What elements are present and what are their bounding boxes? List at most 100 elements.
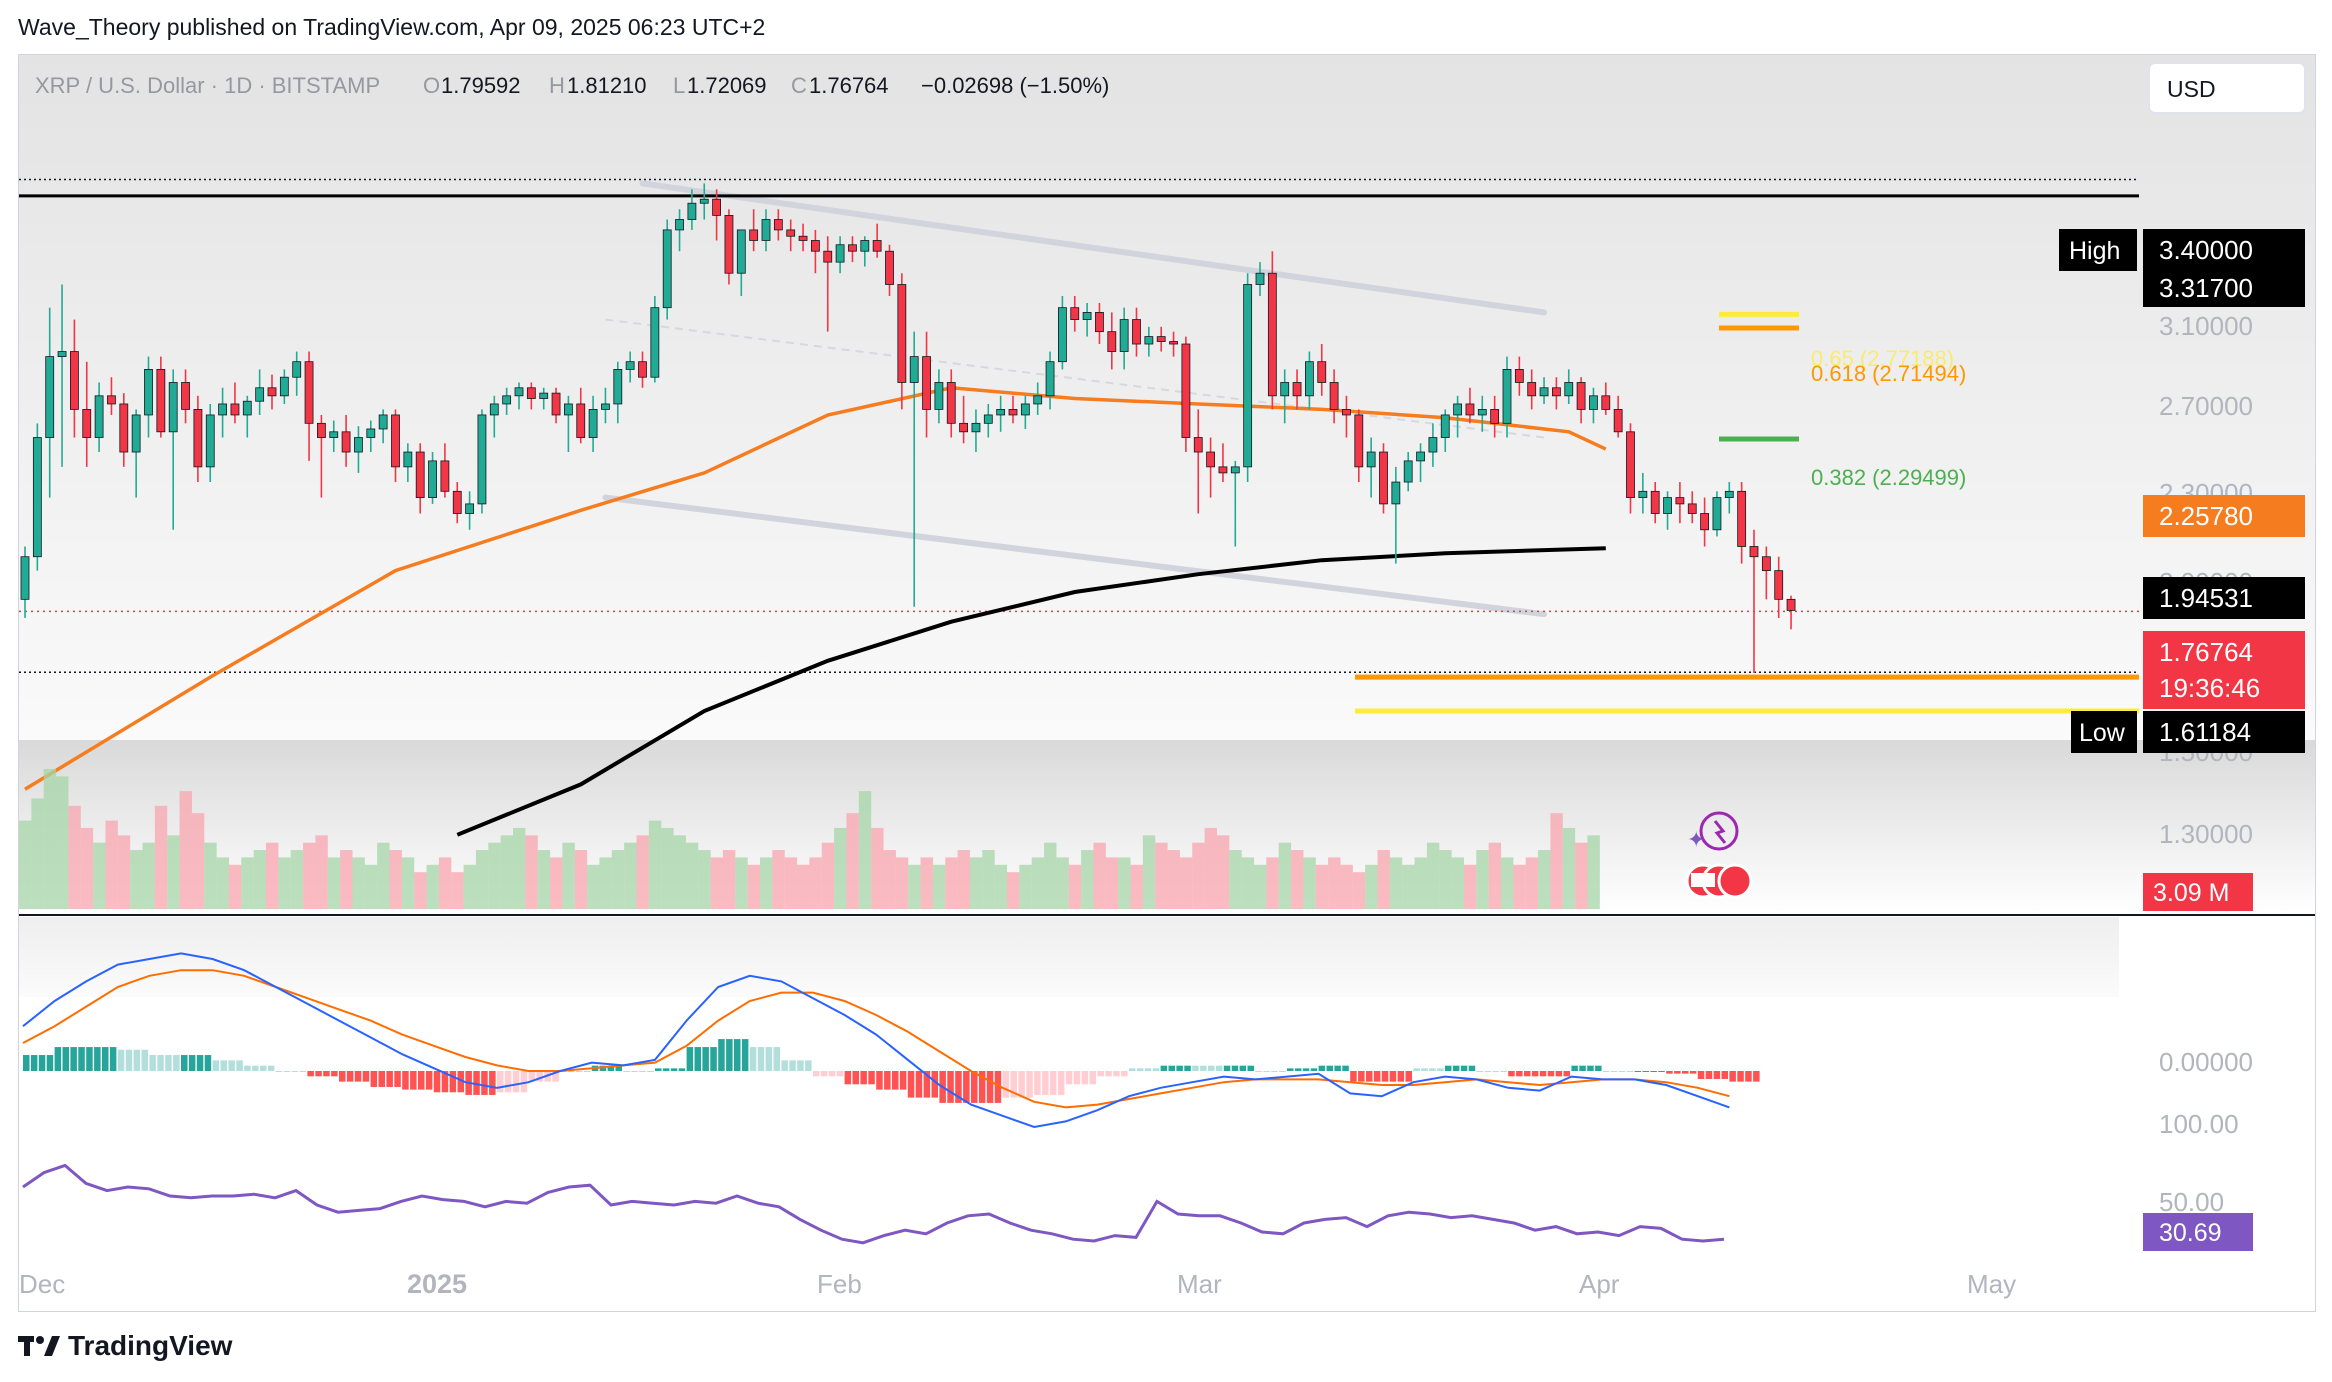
macd-histogram-bar — [70, 1047, 77, 1071]
macd-histogram-bar — [1042, 1071, 1049, 1095]
volume-bar-down — [154, 805, 168, 909]
candle-body — [1477, 409, 1487, 416]
macd-histogram-bar — [852, 1071, 859, 1085]
macd-histogram-bar — [1334, 1065, 1341, 1071]
macd-histogram-bar — [165, 1055, 172, 1071]
candle-body — [872, 240, 882, 252]
candle-body — [1255, 272, 1265, 285]
macd-histogram-bar — [1381, 1071, 1389, 1082]
macd-histogram-bar — [1484, 1071, 1491, 1072]
macd-histogram-bar — [46, 1055, 54, 1071]
volume-bar-down — [1093, 842, 1106, 909]
macd-histogram-bar — [789, 1060, 796, 1071]
macd-histogram-bar — [1192, 1065, 1199, 1071]
candle-body — [279, 376, 289, 397]
chart-svg[interactable]: XRP / U.S. Dollar · 1D · BITSTAMP O 1.79… — [19, 55, 2315, 1311]
last-price-bg — [2143, 631, 2305, 709]
candle-body — [736, 229, 746, 274]
macd-histogram-bar — [1389, 1071, 1397, 1082]
volume-bar-down — [809, 857, 822, 909]
volume-bar-down — [920, 857, 933, 909]
macd-histogram-bar — [1729, 1071, 1736, 1082]
candle-body — [94, 395, 104, 438]
volume-bar-down — [871, 827, 884, 909]
candle-body — [1280, 382, 1290, 397]
macd-histogram-bar — [813, 1071, 820, 1077]
time-axis[interactable]: Dec 2025 Feb Mar Apr May — [19, 1269, 2016, 1299]
chart-frame[interactable]: XRP / U.S. Dollar · 1D · BITSTAMP O 1.79… — [18, 54, 2316, 1312]
macd-histogram-bar — [441, 1071, 449, 1093]
volume-bar-up — [1254, 864, 1267, 909]
volume-bar-up — [56, 776, 69, 909]
macd-histogram-bar — [1231, 1065, 1239, 1071]
macd-histogram-bar — [844, 1071, 852, 1085]
macd-histogram-bar — [552, 1071, 559, 1082]
volume-bar-up — [352, 857, 365, 909]
macd-histogram-bar — [868, 1071, 875, 1085]
candle-body — [946, 382, 956, 424]
volume-bar-down — [451, 872, 464, 909]
macd-histogram-bar — [994, 1071, 1002, 1103]
macd-histogram-bar — [1310, 1068, 1318, 1071]
macd-histogram-bar — [1089, 1071, 1096, 1085]
candle-body — [156, 369, 166, 433]
macd-histogram-bar — [410, 1071, 417, 1090]
macd-histogram-bar — [1294, 1068, 1302, 1071]
spark-icon[interactable]: ✦ — [1687, 811, 1739, 852]
candle-body — [45, 356, 55, 438]
candle-body — [650, 307, 660, 378]
candle-body — [1020, 403, 1030, 416]
volume-bar-up — [1278, 842, 1292, 909]
candle-body — [1342, 409, 1351, 416]
macd-histogram-bar — [631, 1071, 638, 1072]
rsi-layer — [22, 1163, 1725, 1245]
currency-button[interactable]: USD — [2148, 62, 2306, 114]
volume-bar-down — [303, 842, 316, 909]
economic-events-icon[interactable] — [1685, 863, 1753, 899]
macd-histogram-bar — [536, 1071, 543, 1082]
macd-histogram-bar — [418, 1071, 425, 1090]
tradingview-logo[interactable]: TradingView — [18, 1330, 232, 1362]
macd-histogram-bar — [504, 1071, 512, 1093]
candle-body — [1144, 336, 1154, 345]
macd-histogram-bar — [884, 1071, 891, 1090]
candle-body — [267, 387, 277, 397]
macd-histogram-bar — [331, 1071, 338, 1077]
volume-bar-up — [475, 850, 489, 909]
candle-body — [564, 403, 573, 416]
volume-bar-down — [1130, 864, 1143, 909]
macd-histogram-bar — [30, 1055, 38, 1071]
volume-bar-down — [1377, 850, 1390, 909]
volume-bar-up — [735, 857, 748, 909]
legend-open-label: O — [423, 73, 440, 98]
macd-histogram-bar — [1492, 1071, 1499, 1072]
macd-histogram-bar — [647, 1071, 654, 1072]
candle-body — [218, 403, 228, 416]
currency-button-bg[interactable] — [2148, 62, 2306, 114]
candle-body — [354, 437, 363, 453]
volume-bar-down — [636, 835, 649, 909]
volume-bar-up — [1426, 842, 1440, 909]
resistance-value: 3.31700 — [2159, 273, 2253, 303]
macd-histogram-bar — [1073, 1071, 1081, 1085]
currency-button-label[interactable]: USD — [2167, 76, 2216, 102]
macd-histogram-bar — [892, 1071, 899, 1090]
macd-line — [22, 952, 1730, 1129]
symbol-legend[interactable]: XRP / U.S. Dollar · 1D · BITSTAMP O 1.79… — [35, 73, 1109, 98]
volume-bar-down — [105, 820, 118, 909]
macd-histogram-bar — [1563, 1071, 1570, 1077]
price-axis[interactable]: 3.10000 2.70000 2.30000 2.00000 1.50000 … — [2059, 229, 2305, 911]
macd-histogram-bar — [828, 1071, 836, 1077]
candle-body — [57, 351, 67, 357]
macd-histogram-bar — [188, 1055, 196, 1071]
macd-histogram-bar — [1500, 1071, 1507, 1072]
volume-bar-up — [253, 850, 267, 909]
fib-0382-label: 0.382 (2.29499) — [1811, 465, 1966, 490]
candle-body — [773, 219, 783, 231]
macd-histogram-bar — [1476, 1071, 1484, 1072]
volume-bar-down — [315, 835, 328, 909]
macd-histogram-bar — [599, 1065, 607, 1071]
candle-body — [1391, 481, 1401, 505]
volume-bar-up — [167, 835, 180, 909]
volume-bar-up — [760, 857, 773, 909]
